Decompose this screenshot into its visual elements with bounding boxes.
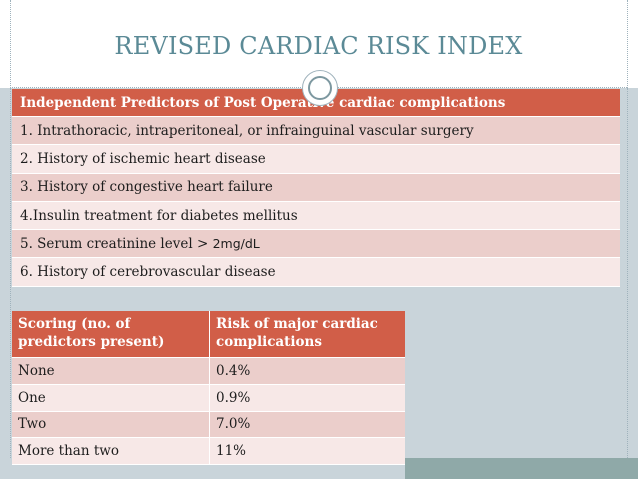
scoring-predictors-cell: Two (12, 411, 210, 438)
scoring-row: None 0.4% (12, 358, 405, 385)
scoring-predictors-cell: None (12, 358, 210, 384)
predictor-row: 4.Insulin treatment for diabetes mellitu… (12, 201, 620, 231)
body-frame-left (10, 88, 11, 458)
bottom-accent-band (405, 458, 638, 479)
scoring-risk-cell: 7.0% (216, 416, 251, 433)
circle-ornament-icon (302, 70, 338, 106)
scoring-row: One 0.9% (12, 384, 405, 412)
scoring-header-predictors: Scoring (no. of predictors present) (12, 311, 210, 357)
predictor-row: 3. History of congestive heart failure (12, 173, 620, 202)
predictor-row-creatinine: 5. Serum creatinine level > 2mg/dL (12, 230, 620, 259)
dotted-frame-right (627, 0, 628, 88)
circle-ornament-inner (308, 76, 332, 100)
slide-title: REVISED CARDIAC RISK INDEX (114, 32, 523, 60)
scoring-risk-cell: 11% (216, 443, 247, 460)
scoring-predictors-cell: One (12, 384, 210, 411)
scoring-risk-cell: 0.4% (216, 362, 251, 379)
predictor-row: 6. History of cerebrovascular disease (12, 258, 620, 287)
predictors-table: Independent Predictors of Post Operative… (12, 89, 620, 287)
scoring-row: Two 7.0% (12, 411, 405, 439)
scoring-table-header: Scoring (no. of predictors present) Risk… (12, 311, 405, 358)
predictor-row: 1. Intrathoracic, intraperitoneal, or in… (12, 117, 620, 146)
creatinine-value: 2mg/dL (212, 236, 260, 252)
scoring-risk-cell: 0.9% (216, 389, 251, 406)
scoring-table: Scoring (no. of predictors present) Risk… (12, 311, 405, 466)
predictor-row: 2. History of ischemic heart disease (12, 145, 620, 174)
scoring-row: More than two 11% (12, 438, 405, 466)
scoring-predictors-cell: More than two (12, 438, 210, 465)
body-frame-right (627, 88, 628, 458)
scoring-header-risk: Risk of major cardiac complications (216, 316, 378, 350)
creatinine-label: 5. Serum creatinine level > (20, 235, 213, 252)
dotted-frame-left (10, 0, 11, 88)
